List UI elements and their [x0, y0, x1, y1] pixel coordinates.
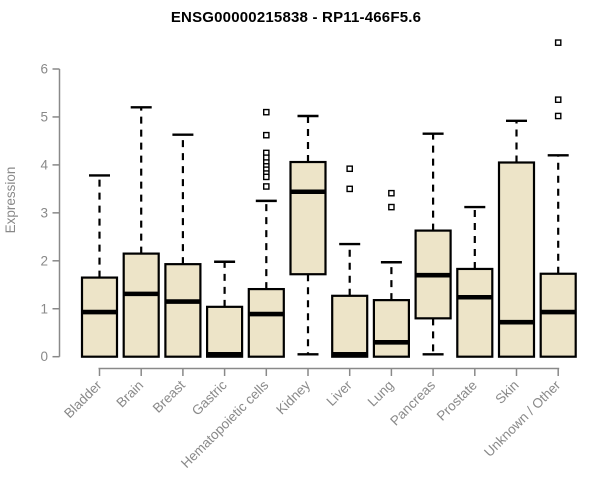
iqr-box	[372, 299, 410, 358]
x-tick-label-prostate: Prostate	[434, 378, 480, 424]
outlier-point	[388, 189, 395, 197]
y-tick-label-1: 1	[40, 301, 48, 316]
x-tick-label-skin: Skin	[492, 378, 521, 407]
x-tick-label-unknown-other: Unknown / Other	[481, 377, 564, 460]
boxplot-liver	[331, 165, 369, 358]
x-tick-label-pancreas: Pancreas	[387, 377, 438, 428]
outlier-point	[554, 39, 562, 46]
boxplot-hematopoietic-cells	[247, 108, 285, 358]
y-tick-label-3: 3	[40, 205, 48, 220]
y-tick-label-6: 6	[40, 62, 48, 77]
iqr-box	[122, 252, 160, 358]
boxplot-breast	[164, 133, 202, 358]
y-tick-label-5: 5	[40, 109, 48, 124]
x-tick-label-kidney: Kidney	[273, 377, 313, 417]
outlier-point	[554, 96, 562, 103]
boxplot-unknown-other	[539, 39, 577, 358]
iqr-box	[164, 263, 202, 358]
x-tick-label-lung: Lung	[365, 378, 397, 410]
outlier-point	[388, 203, 395, 211]
boxplot-brain	[122, 106, 160, 358]
boxplot-bladder	[80, 174, 119, 358]
x-tick-label-gastric: Gastric	[189, 377, 230, 418]
boxplot-gastric	[206, 260, 244, 358]
iqr-box	[497, 161, 536, 358]
x-tick-label-brain: Brain	[113, 378, 146, 411]
iqr-box	[289, 160, 327, 276]
outlier-point	[263, 131, 270, 139]
iqr-box	[539, 272, 577, 358]
outlier-point	[554, 112, 562, 120]
iqr-box	[80, 276, 119, 358]
boxplot-pancreas	[414, 132, 452, 356]
x-tick-label-liver: Liver	[324, 377, 356, 409]
y-tick-label-2: 2	[40, 253, 48, 268]
iqr-box	[206, 305, 244, 358]
boxplot-skin	[497, 119, 536, 358]
y-axis-title: Expression	[3, 167, 18, 234]
chart-title: ENSG00000215838 - RP11-466F5.6	[170, 9, 422, 26]
iqr-box	[331, 294, 369, 358]
iqr-box	[247, 287, 285, 358]
boxplot-kidney	[289, 114, 327, 356]
boxplot-lung	[372, 189, 410, 358]
iqr-box	[456, 267, 494, 358]
x-tick-label-bladder: Bladder	[61, 377, 105, 421]
y-tick-label-0: 0	[40, 349, 48, 364]
y-tick-label-4: 4	[40, 157, 48, 172]
x-tick-label-breast: Breast	[150, 377, 188, 415]
outlier-point	[263, 183, 270, 190]
boxplot-prostate	[456, 205, 494, 358]
outlier-point	[263, 173, 270, 181]
outlier-point	[346, 185, 354, 193]
outlier-point	[346, 165, 354, 173]
outlier-point	[263, 108, 270, 116]
